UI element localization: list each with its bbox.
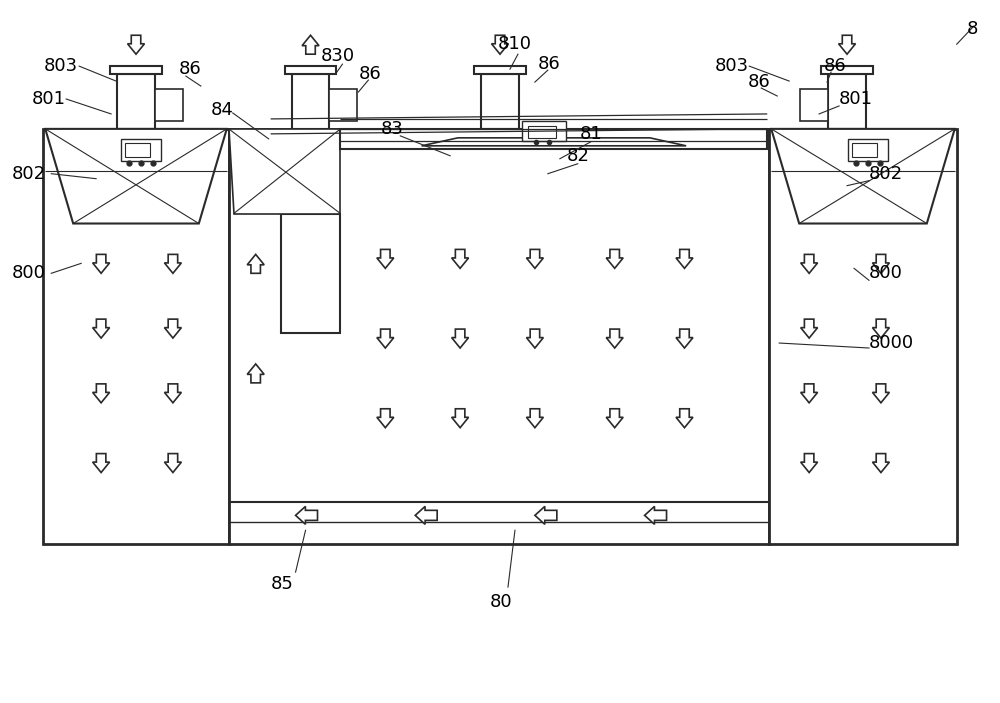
Polygon shape	[801, 319, 818, 338]
Polygon shape	[801, 384, 818, 403]
Polygon shape	[606, 408, 623, 427]
Polygon shape	[526, 408, 543, 427]
Bar	[117, 74, 155, 129]
Text: 800: 800	[869, 264, 903, 283]
Bar	[848, 139, 888, 161]
Polygon shape	[229, 129, 340, 214]
Bar	[769, 129, 957, 544]
Text: 802: 802	[869, 165, 903, 183]
Text: 8000: 8000	[869, 334, 914, 352]
Polygon shape	[164, 453, 181, 472]
Polygon shape	[93, 319, 110, 338]
Polygon shape	[492, 35, 508, 54]
Text: 802: 802	[11, 165, 45, 183]
Text: 800: 800	[11, 264, 45, 283]
Text: 803: 803	[714, 57, 749, 75]
Bar	[528, 126, 556, 138]
Polygon shape	[676, 250, 693, 269]
Polygon shape	[164, 254, 181, 273]
Polygon shape	[128, 35, 144, 54]
Polygon shape	[801, 254, 818, 273]
Text: 80: 80	[490, 593, 513, 611]
Polygon shape	[377, 250, 394, 269]
Bar	[125, 143, 150, 157]
Text: 83: 83	[380, 120, 403, 138]
Bar	[821, 66, 873, 74]
Polygon shape	[452, 250, 469, 269]
Text: 84: 84	[211, 101, 234, 119]
Text: 801: 801	[31, 90, 65, 108]
Polygon shape	[606, 250, 623, 269]
Bar	[852, 143, 877, 157]
Bar	[340, 129, 767, 149]
Polygon shape	[247, 364, 264, 383]
Polygon shape	[535, 506, 557, 524]
Polygon shape	[801, 453, 818, 472]
Polygon shape	[645, 506, 667, 524]
Polygon shape	[606, 329, 623, 348]
Text: 86: 86	[179, 60, 202, 78]
Polygon shape	[452, 329, 469, 348]
Polygon shape	[247, 254, 264, 273]
Polygon shape	[452, 408, 469, 427]
Polygon shape	[839, 35, 856, 54]
Bar	[229, 129, 769, 544]
Polygon shape	[872, 384, 889, 403]
Polygon shape	[526, 250, 543, 269]
Bar	[481, 74, 519, 129]
Bar	[329, 89, 357, 121]
Text: 81: 81	[580, 125, 603, 143]
Bar	[121, 139, 161, 161]
Polygon shape	[676, 329, 693, 348]
Bar	[281, 214, 340, 333]
Bar	[828, 74, 866, 129]
Bar	[110, 66, 162, 74]
Text: 810: 810	[498, 35, 532, 53]
Bar	[155, 89, 183, 121]
Bar	[800, 89, 828, 121]
Polygon shape	[164, 384, 181, 403]
Polygon shape	[377, 408, 394, 427]
Polygon shape	[872, 254, 889, 273]
Polygon shape	[422, 138, 686, 146]
Polygon shape	[872, 319, 889, 338]
Polygon shape	[93, 254, 110, 273]
Bar	[522, 121, 566, 141]
Text: 86: 86	[824, 57, 847, 75]
Polygon shape	[93, 453, 110, 472]
Polygon shape	[93, 384, 110, 403]
Polygon shape	[771, 129, 955, 224]
Polygon shape	[526, 329, 543, 348]
Text: 801: 801	[839, 90, 873, 108]
Bar	[292, 74, 329, 129]
Text: 85: 85	[271, 575, 294, 593]
Text: 86: 86	[747, 73, 770, 91]
Text: 86: 86	[358, 65, 381, 83]
Bar	[43, 129, 229, 544]
Polygon shape	[164, 319, 181, 338]
Text: 86: 86	[538, 55, 561, 73]
Polygon shape	[45, 129, 227, 224]
Text: 8: 8	[967, 20, 978, 38]
Polygon shape	[296, 506, 318, 524]
Polygon shape	[377, 329, 394, 348]
Bar	[474, 66, 526, 74]
Polygon shape	[872, 453, 889, 472]
Text: 82: 82	[567, 147, 590, 165]
Polygon shape	[302, 35, 319, 54]
Polygon shape	[415, 506, 437, 524]
Text: 830: 830	[320, 47, 355, 65]
Polygon shape	[676, 408, 693, 427]
Text: 803: 803	[43, 57, 77, 75]
Bar	[285, 66, 336, 74]
